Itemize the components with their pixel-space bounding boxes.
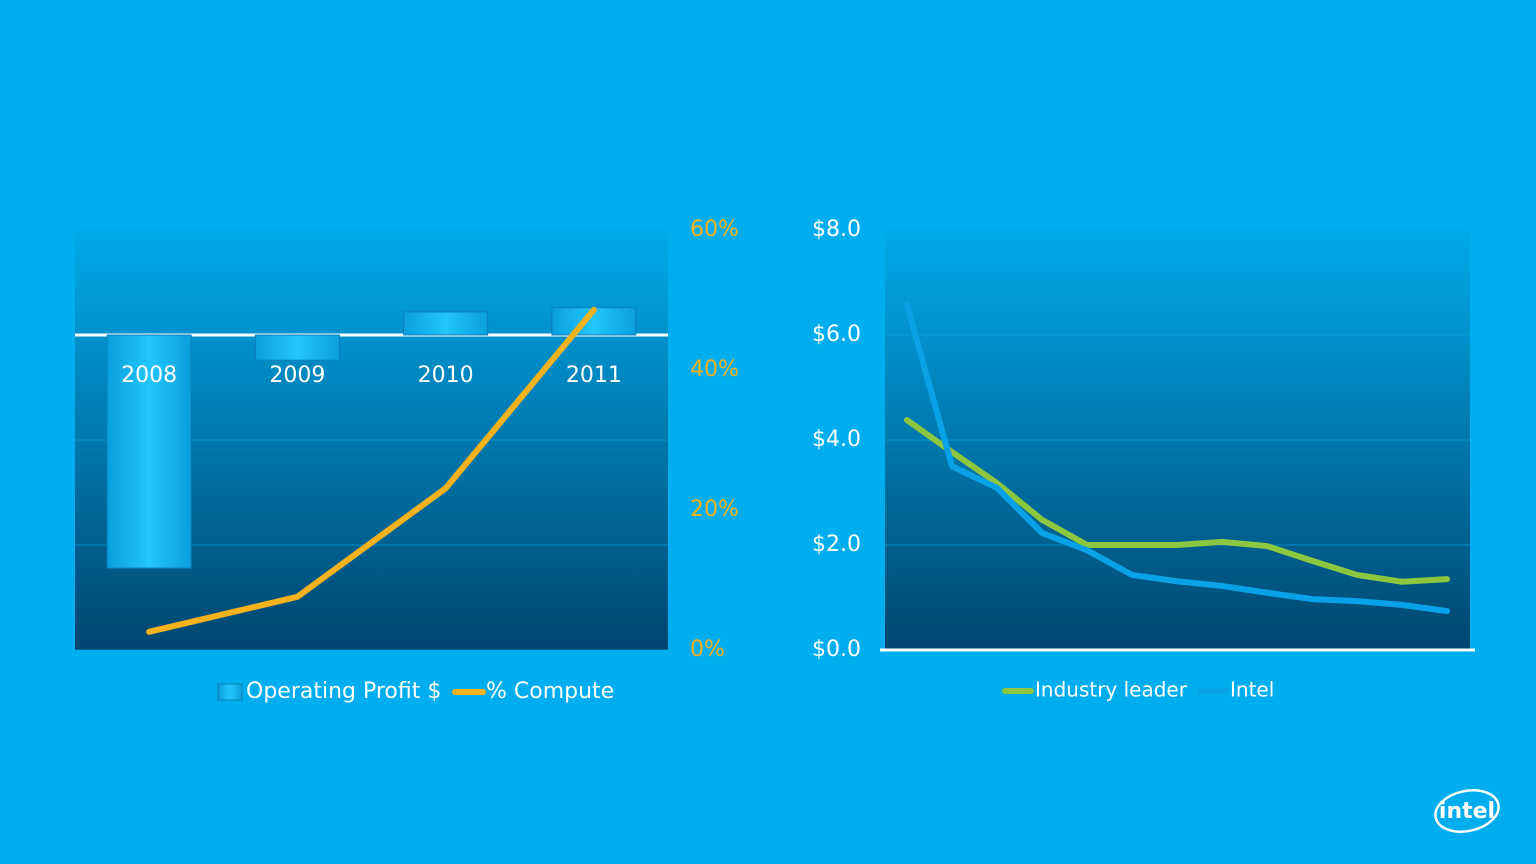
legend-label: Industry leader <box>1035 678 1188 702</box>
bar <box>106 334 192 569</box>
logo-swoosh <box>1434 789 1500 833</box>
y-tick-label: $0.0 <box>812 637 861 662</box>
line-series <box>146 306 597 635</box>
y2-tick-label: 60% <box>690 217 739 242</box>
legend-label: Intel <box>1230 678 1274 702</box>
y-tick-label: $6.0 <box>812 322 861 347</box>
bar <box>254 334 340 361</box>
legend-swatch <box>217 683 243 701</box>
line-series <box>904 417 1450 585</box>
category-label: 2008 <box>121 363 177 388</box>
logo: intel <box>1434 789 1500 833</box>
logo-text: intel <box>1439 799 1495 824</box>
y-tick-label: $8.0 <box>812 217 861 242</box>
category-label: 2011 <box>566 363 622 388</box>
category-label: 2010 <box>418 363 474 388</box>
y-tick-label: $2.0 <box>812 532 861 557</box>
bar <box>403 311 489 336</box>
legend-label: Operating Profit $ <box>246 679 441 704</box>
y2-tick-label: 20% <box>690 497 739 522</box>
y2-tick-label: 40% <box>690 357 739 382</box>
y-tick-label: $4.0 <box>812 427 861 452</box>
legend-label: % Compute <box>486 679 614 704</box>
y2-tick-label: 0% <box>690 637 725 662</box>
category-label: 2009 <box>269 363 325 388</box>
line-series <box>904 302 1450 615</box>
